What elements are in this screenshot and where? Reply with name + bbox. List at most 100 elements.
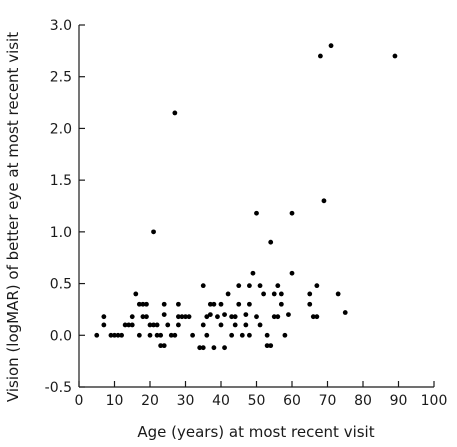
data-point [147, 332, 153, 338]
data-point [144, 301, 149, 307]
data-point [122, 322, 128, 328]
data-point [151, 229, 156, 235]
data-point [218, 322, 224, 328]
data-point [179, 314, 185, 320]
data-point [176, 322, 181, 328]
data-point [275, 283, 281, 289]
data-point [154, 322, 160, 328]
data-point [289, 210, 295, 216]
data-point [197, 345, 203, 351]
data-point [268, 239, 274, 245]
data-point [101, 322, 107, 328]
data-point [247, 301, 252, 307]
data-point [133, 291, 139, 297]
data-point [186, 314, 192, 320]
data-point [161, 301, 167, 307]
data-point [183, 314, 188, 320]
data-point [250, 270, 256, 276]
x-tick-label: 0 [75, 393, 84, 409]
x-axis-title: Age (years) at most recent visit [137, 423, 374, 441]
data-point [257, 283, 263, 289]
data-point [342, 310, 348, 315]
x-tick-label: 60 [283, 393, 301, 409]
data-point [247, 283, 252, 289]
y-axis-ticks: -0.5 0.0 0.5 1.0 1.5 2.0 2.5 3.0 [45, 18, 85, 396]
x-tick-label: 10 [106, 393, 124, 409]
data-point [207, 301, 213, 307]
data-point [289, 270, 295, 276]
data-point [101, 314, 107, 320]
data-point [119, 332, 124, 338]
data-point [310, 314, 316, 320]
data-point [286, 312, 291, 317]
data-point [254, 314, 259, 320]
data-point [264, 343, 270, 349]
x-tick-label: 70 [319, 393, 337, 409]
data-point [314, 314, 320, 320]
data-points [94, 43, 398, 351]
data-point [307, 291, 313, 297]
x-tick-label: 40 [212, 393, 230, 409]
data-point [158, 343, 164, 349]
data-point [225, 291, 231, 297]
data-point [218, 301, 224, 307]
data-point [200, 283, 206, 289]
data-point [140, 301, 146, 307]
data-point [282, 332, 288, 338]
data-point [232, 322, 238, 328]
y-tick-label: 0.5 [50, 277, 72, 293]
data-point [215, 314, 220, 320]
data-point [236, 301, 242, 307]
data-point [307, 301, 313, 307]
data-point [112, 332, 117, 338]
x-tick-label: 20 [141, 393, 159, 409]
data-point [200, 345, 206, 351]
x-tick-label: 50 [248, 393, 266, 409]
data-point [207, 312, 213, 317]
data-point [321, 198, 327, 204]
x-axis-ticks: 0 10 20 30 40 50 60 70 80 90 100 [75, 381, 448, 409]
data-point [275, 314, 281, 320]
data-point [278, 291, 284, 297]
data-point [236, 283, 242, 289]
data-point [151, 322, 156, 328]
data-point [204, 314, 210, 320]
data-point [211, 301, 217, 307]
data-point [176, 301, 181, 307]
data-point [161, 343, 167, 349]
data-point [200, 322, 206, 328]
data-point [204, 332, 210, 338]
x-tick-label: 100 [421, 393, 448, 409]
data-point [335, 291, 341, 297]
data-point [232, 314, 238, 320]
y-tick-label: 3.0 [50, 18, 72, 34]
data-point [94, 332, 100, 338]
y-axis-title: Vision (logMAR) of better eye at most re… [4, 32, 22, 402]
data-point [271, 314, 277, 320]
data-point [229, 332, 235, 338]
data-point [136, 301, 142, 307]
data-point [158, 332, 164, 338]
data-point [129, 322, 135, 328]
data-point [239, 332, 245, 338]
data-point [268, 343, 274, 349]
data-point [222, 312, 227, 317]
data-point [172, 332, 178, 338]
data-point [278, 301, 284, 307]
data-point [136, 332, 142, 338]
data-point [126, 322, 132, 328]
data-point [211, 345, 217, 351]
data-point [318, 53, 323, 59]
data-point [229, 314, 235, 320]
data-point [161, 312, 167, 317]
data-point [129, 314, 135, 320]
data-point [190, 332, 196, 338]
y-tick-label: 1.0 [50, 225, 72, 241]
x-tick-label: 80 [354, 393, 372, 409]
data-point [328, 43, 334, 49]
data-point [247, 332, 252, 338]
data-point [314, 283, 320, 289]
data-point [222, 345, 227, 351]
data-point [144, 314, 149, 320]
